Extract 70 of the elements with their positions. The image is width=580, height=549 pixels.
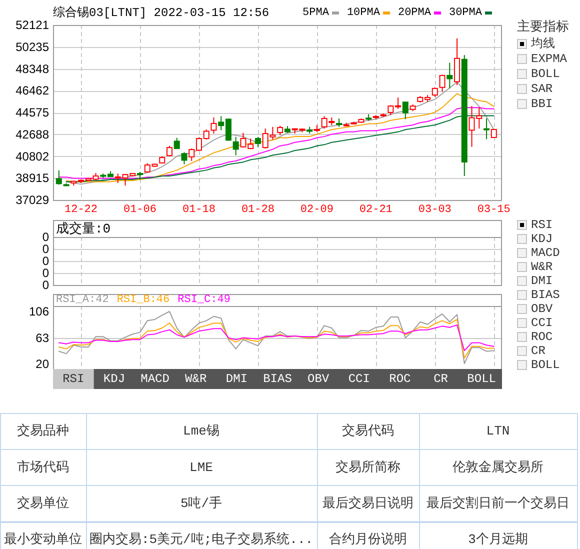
- x-tick-label: 02-21: [359, 204, 393, 216]
- cell: 3个月远期: [419, 522, 578, 549]
- chart-title: 成交量:0: [56, 220, 111, 236]
- x-tick-label: 01-28: [241, 204, 274, 216]
- y-tick-label: 0: [42, 230, 50, 244]
- legend-label: 5PMA: [302, 7, 330, 19]
- y-tick-label: 37029: [16, 193, 50, 207]
- y-tick-label: 48348: [16, 62, 50, 76]
- tab: CR: [420, 369, 462, 389]
- y-tick-label: 52121: [16, 18, 50, 32]
- text: BOLL: [531, 67, 560, 81]
- text: W&R: [531, 260, 553, 274]
- text: KDJ: [531, 232, 553, 246]
- cell: 市场代码: [0, 449, 87, 486]
- cell: 交易品种: [0, 413, 87, 450]
- tab: CCI: [338, 369, 380, 389]
- y-tick-label: 0: [42, 266, 50, 280]
- y-tick-label: 44575: [16, 106, 50, 120]
- legend-label: 10PMA: [346, 7, 380, 19]
- tab: ROC: [380, 369, 421, 389]
- tab: BIAS: [257, 369, 298, 389]
- cell: 伦敦金属交易所: [419, 449, 578, 486]
- text: EXPMA: [531, 52, 568, 66]
- x-tick-label: 03-03: [418, 204, 452, 216]
- cell: 5吨/手: [86, 485, 318, 522]
- text: MACD: [531, 246, 560, 260]
- text: 均线: [530, 37, 555, 51]
- x-tick-label: 01-18: [182, 204, 216, 216]
- cell: 交易单位: [0, 485, 87, 522]
- y-tick-label: 63: [36, 330, 50, 345]
- text: ROC: [531, 330, 553, 344]
- cell: LTN: [419, 413, 578, 450]
- text: RSI: [531, 218, 553, 232]
- text: BBI: [531, 97, 553, 111]
- y-tick-label: 106: [28, 304, 50, 319]
- tab: KDJ: [94, 369, 136, 389]
- cell: 最后交易日说明: [317, 485, 420, 522]
- chart-title: 综合锡03[LTNT] 2022-03-15 12:56: [53, 5, 270, 20]
- y-tick-label: 0: [42, 278, 50, 292]
- y-tick-label: 40802: [16, 149, 50, 164]
- legend-label: 20PMA: [398, 7, 432, 19]
- x-tick-label: 01-06: [123, 204, 157, 216]
- tab: MACD: [134, 369, 176, 389]
- text: OBV: [531, 302, 554, 316]
- text: 主要指标: [517, 18, 569, 34]
- y-tick-label: 0: [42, 242, 50, 256]
- text: BIAS: [531, 288, 560, 302]
- cell: 最后交割日前一个交易日: [419, 485, 578, 522]
- x-tick-label: 02-09: [300, 204, 334, 216]
- tab: OBV: [298, 369, 340, 389]
- y-tick-label: 50235: [16, 40, 50, 54]
- y-tick-label: 42688: [16, 127, 50, 142]
- text: CCI: [531, 316, 553, 330]
- tab: RSI: [53, 369, 94, 389]
- y-tick-label: 20: [36, 357, 50, 372]
- x-tick-label: 12-22: [64, 204, 98, 216]
- legend: RSI_A:42 RSI_B:46 RSI_C:49: [56, 294, 230, 306]
- x-tick-label: 03-15: [477, 204, 510, 216]
- text: CR: [531, 344, 546, 358]
- y-tick-label: 46462: [16, 84, 50, 98]
- tab: W&R: [175, 369, 217, 389]
- tab: BOLL: [461, 369, 502, 389]
- cell: 最小变动单位: [0, 522, 87, 549]
- y-tick-label: 38915: [16, 171, 50, 186]
- text: DMI: [531, 274, 553, 288]
- y-tick-label: 0: [42, 254, 50, 268]
- text: BOLL: [531, 358, 560, 372]
- legend-label: 30PMA: [448, 7, 482, 19]
- tab: DMI: [216, 369, 258, 389]
- text: SAR: [531, 82, 553, 96]
